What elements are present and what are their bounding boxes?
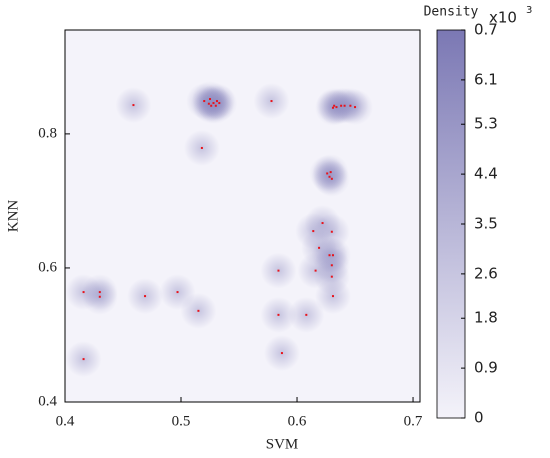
colorbar-multiplier: x10 <box>489 9 517 27</box>
point <box>330 275 333 278</box>
point <box>335 106 338 109</box>
colorbar-tick-label: 2.6 <box>474 264 498 282</box>
point <box>98 295 101 298</box>
colorbar-tick-label: 4.4 <box>474 165 498 183</box>
point <box>354 106 357 109</box>
plot-area <box>65 30 420 402</box>
point <box>200 146 203 149</box>
colorbar <box>436 29 466 419</box>
point <box>82 291 85 294</box>
y-axis-label: KNN <box>5 200 21 233</box>
point <box>82 358 85 361</box>
point <box>330 264 333 267</box>
point <box>331 254 334 257</box>
point <box>318 246 321 249</box>
point <box>197 309 200 312</box>
colorbar-tick-label: 0 <box>474 409 484 427</box>
point <box>349 104 352 107</box>
plot-frame <box>64 29 421 403</box>
colorbar-tick-label: 0.7 <box>474 21 498 39</box>
point <box>280 352 283 355</box>
x-tick-label: 0.7 <box>404 413 423 429</box>
point <box>144 295 147 298</box>
point <box>331 106 334 109</box>
colorbar-tick-label: 0.9 <box>474 359 498 377</box>
point <box>207 102 210 105</box>
colorbar-label: Density <box>424 5 479 20</box>
point <box>329 171 332 174</box>
point <box>331 295 334 298</box>
point <box>270 100 273 103</box>
point <box>321 222 324 225</box>
point <box>326 172 329 175</box>
y-tick-label: 0.4 <box>38 393 57 409</box>
point <box>218 102 221 105</box>
point <box>277 313 280 316</box>
point <box>277 269 280 272</box>
point <box>98 291 101 294</box>
point <box>330 177 333 180</box>
point <box>328 254 331 257</box>
point <box>343 104 346 107</box>
x-axis-label: SVM <box>266 436 299 452</box>
point <box>330 230 333 233</box>
point <box>314 269 317 272</box>
colorbar-tick-label: 5.3 <box>474 115 498 133</box>
x-tick-label: 0.4 <box>56 413 75 429</box>
colorbar-tick-label: 1.8 <box>474 309 498 327</box>
x-tick-label: 0.5 <box>172 413 191 429</box>
point <box>215 100 218 103</box>
point <box>328 175 331 178</box>
colorbar-exponent: 3 <box>526 5 532 16</box>
point <box>209 98 212 101</box>
y-tick-label: 0.6 <box>38 259 57 275</box>
point <box>340 104 343 107</box>
point <box>210 104 213 107</box>
colorbar-tick-label: 3.5 <box>474 215 498 233</box>
point <box>212 102 215 105</box>
point <box>214 104 217 107</box>
y-tick-label: 0.8 <box>38 125 57 141</box>
point <box>132 104 135 107</box>
point <box>333 104 336 107</box>
point <box>176 291 179 294</box>
point <box>312 230 315 233</box>
x-tick-label: 0.6 <box>288 413 307 429</box>
point <box>203 100 206 103</box>
colorbar-tick-label: 6.1 <box>474 70 498 88</box>
point <box>305 313 308 316</box>
